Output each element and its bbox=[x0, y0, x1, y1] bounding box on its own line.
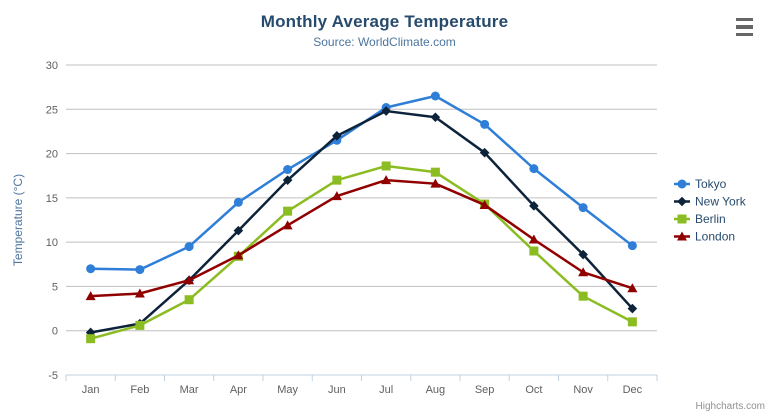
svg-text:London: London bbox=[695, 230, 735, 244]
x-axis-tick-label: Sep bbox=[475, 384, 495, 396]
y-axis-title: Temperature (°C) bbox=[11, 174, 25, 266]
x-axis-tick-label: May bbox=[277, 384, 298, 396]
x-axis-tick-label: Nov bbox=[573, 384, 593, 396]
legend-item-berlin[interactable]: Berlin bbox=[674, 212, 726, 226]
y-axis-tick-label: 10 bbox=[46, 237, 58, 249]
series-new-york[interactable] bbox=[85, 106, 638, 338]
series-london[interactable] bbox=[85, 175, 638, 301]
hamburger-menu-icon bbox=[736, 32, 753, 36]
chart-title: Monthly Average Temperature bbox=[260, 12, 509, 31]
legend-item-new-york[interactable]: New York bbox=[674, 195, 747, 209]
y-axis-tick-label: 0 bbox=[52, 326, 58, 338]
credits-link[interactable]: Highcharts.com bbox=[695, 401, 765, 412]
x-axis-tick-label: Aug bbox=[426, 384, 446, 396]
legend-item-london[interactable]: London bbox=[674, 230, 735, 244]
svg-text:Berlin: Berlin bbox=[695, 212, 726, 226]
y-axis-tick-label: 5 bbox=[52, 281, 58, 293]
chart-subtitle: Source: WorldClimate.com bbox=[313, 35, 456, 49]
svg-text:Tokyo: Tokyo bbox=[695, 177, 727, 191]
x-axis-tick-label: Oct bbox=[525, 384, 542, 396]
hamburger-menu-icon bbox=[736, 25, 753, 29]
y-axis-tick-label: 15 bbox=[46, 193, 58, 205]
y-axis-tick-label: 20 bbox=[46, 149, 58, 161]
x-axis-tick-label: Jul bbox=[379, 384, 393, 396]
x-axis-tick-label: Jun bbox=[328, 384, 346, 396]
svg-text:New York: New York bbox=[695, 195, 747, 209]
x-axis-tick-label: Mar bbox=[180, 384, 199, 396]
legend-item-tokyo[interactable]: Tokyo bbox=[674, 177, 727, 191]
y-axis-tick-label: 25 bbox=[46, 104, 58, 116]
x-axis-tick-label: Apr bbox=[230, 384, 247, 396]
series-tokyo[interactable] bbox=[86, 91, 637, 275]
x-axis-tick-label: Jan bbox=[82, 384, 100, 396]
y-axis-tick-label: -5 bbox=[48, 370, 58, 382]
x-axis-tick-label: Feb bbox=[130, 384, 149, 396]
hamburger-menu-icon bbox=[736, 18, 753, 22]
y-axis-tick-label: 30 bbox=[46, 60, 58, 72]
x-axis-tick-label: Dec bbox=[623, 384, 643, 396]
export-menu-button[interactable] bbox=[734, 18, 754, 36]
